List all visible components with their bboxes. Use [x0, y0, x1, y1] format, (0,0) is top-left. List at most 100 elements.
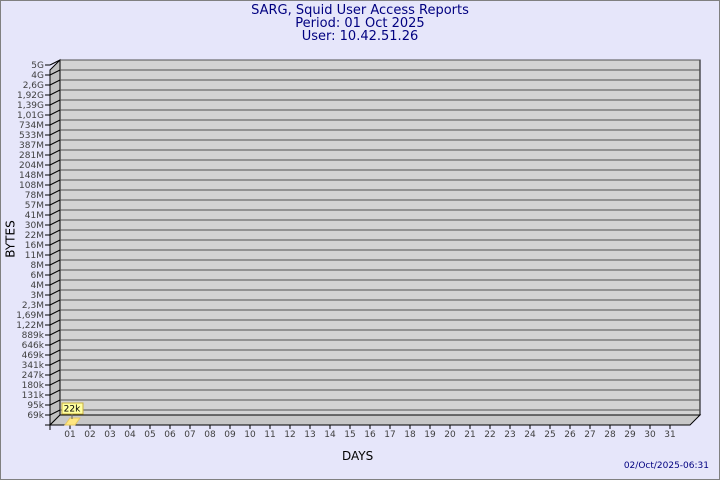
- x-axis-label: DAYS: [342, 449, 374, 463]
- y-tick-label: 1,92G: [17, 91, 44, 101]
- gridline-diagonal: [49, 269, 61, 276]
- gridline-diagonal: [49, 69, 61, 76]
- x-tick-label: 18: [404, 430, 416, 440]
- period-label: Period: 01 Oct 2025: [295, 16, 425, 31]
- y-tick-label: 469k: [22, 351, 45, 361]
- x-tick-label: 17: [384, 430, 395, 440]
- x-tick-label: 23: [504, 430, 515, 440]
- gridline-diagonal: [49, 389, 61, 396]
- x-tick-label: 07: [184, 430, 195, 440]
- data-label: 22k: [64, 405, 81, 415]
- y-tick-label: 889k: [22, 331, 45, 341]
- x-tick-label: 29: [624, 430, 636, 440]
- plot-back-wall: [59, 59, 701, 416]
- bar-day-01: [64, 417, 81, 426]
- y-tick-label: 341k: [22, 361, 45, 371]
- gridline-diagonal: [49, 169, 61, 176]
- x-tick-label: 10: [244, 430, 256, 440]
- y-tick-label: 387M: [19, 141, 44, 151]
- gridline-diagonal: [49, 339, 61, 346]
- y-tick-label: 69k: [27, 411, 44, 421]
- gridline-diagonal: [49, 89, 61, 96]
- x-tick-label: 16: [364, 430, 376, 440]
- gridline-diagonal: [49, 59, 61, 66]
- y-tick-label: 1,22M: [16, 321, 44, 331]
- gridline-diagonal: [49, 119, 61, 126]
- gridline-diagonal: [49, 239, 61, 246]
- gridline-diagonal: [49, 299, 61, 306]
- y-tick-label: 108M: [19, 181, 44, 191]
- y-tick-label: 4M: [31, 281, 45, 291]
- y-tick-label: 281M: [19, 151, 44, 161]
- y-tick-label: 148M: [19, 171, 44, 181]
- gridline-diagonal: [49, 139, 61, 146]
- chart-title: SARG, Squid User Access Reports: [251, 3, 469, 18]
- y-tick-label: 204M: [19, 161, 44, 171]
- gridline-diagonal: [49, 399, 61, 406]
- gridline-diagonal: [49, 209, 61, 216]
- gridline-diagonal: [49, 199, 61, 206]
- x-tick-label: 22: [484, 430, 495, 440]
- x-tick-label: 09: [224, 430, 236, 440]
- gridline-diagonal: [49, 329, 61, 336]
- x-tick-label: 04: [124, 430, 136, 440]
- x-tick-label: 15: [344, 430, 355, 440]
- gridline-diagonal: [49, 409, 61, 416]
- gridline-diagonal: [49, 179, 61, 186]
- y-tick-label: 646k: [22, 341, 45, 351]
- y-tick-label: 95k: [27, 401, 44, 411]
- x-tick-label: 03: [104, 430, 115, 440]
- x-tick-label: 14: [324, 430, 336, 440]
- x-tick-label: 26: [564, 430, 576, 440]
- y-tick-label: 8M: [31, 261, 45, 271]
- y-tick-label: 131k: [22, 391, 45, 401]
- y-tick-label: 2,6G: [23, 81, 44, 91]
- y-tick-label: 4G: [31, 71, 44, 81]
- x-tick-label: 24: [524, 430, 536, 440]
- y-tick-label: 1,69M: [16, 311, 44, 321]
- gridline-diagonal: [49, 149, 61, 156]
- x-tick-label: 01: [64, 430, 75, 440]
- y-tick-label: 2,3M: [22, 301, 44, 311]
- y-tick-label: 16M: [25, 241, 44, 251]
- gridline-diagonal: [49, 249, 61, 256]
- gridline-diagonal: [49, 309, 61, 316]
- x-tick-label: 28: [604, 430, 616, 440]
- plot-floor: [48, 414, 702, 426]
- x-tick-label: 12: [284, 430, 295, 440]
- y-tick-label: 1,39G: [17, 101, 44, 111]
- x-tick-label: 06: [164, 430, 176, 440]
- user-label: User: 10.42.51.26: [301, 29, 419, 44]
- gridline-diagonal: [49, 79, 61, 86]
- x-tick-label: 13: [304, 430, 315, 440]
- x-tick-label: 31: [664, 430, 675, 440]
- y-tick-label: 30M: [25, 221, 44, 231]
- y-tick-label: 180k: [22, 381, 45, 391]
- gridline-diagonal: [49, 109, 61, 116]
- gridline-diagonal: [49, 359, 61, 366]
- y-tick-label: 3M: [31, 291, 45, 301]
- y-tick-label: 57M: [25, 201, 44, 211]
- x-tick-label: 08: [204, 430, 216, 440]
- data-label-box: [61, 402, 84, 415]
- x-tick-label: 30: [644, 430, 656, 440]
- y-tick-label: 6M: [31, 271, 45, 281]
- y-tick-label: 22M: [25, 231, 44, 241]
- gridline-diagonal: [49, 229, 61, 236]
- x-tick-label: 19: [424, 430, 436, 440]
- gridline-diagonal: [49, 259, 61, 266]
- y-tick-label: 533M: [19, 131, 44, 141]
- gridline-diagonal: [49, 279, 61, 286]
- y-tick-label: 41M: [25, 211, 44, 221]
- y-tick-label: 11M: [25, 251, 44, 261]
- y-tick-label: 247k: [22, 371, 45, 381]
- gridline-diagonal: [49, 379, 61, 386]
- x-tick-label: 20: [444, 430, 456, 440]
- y-tick-label: 734M: [19, 121, 44, 131]
- y-tick-label: 5G: [31, 61, 44, 71]
- gridline-diagonal: [49, 289, 61, 296]
- gridline-diagonal: [49, 319, 61, 326]
- x-tick-label: 25: [544, 430, 555, 440]
- gridline-diagonal: [49, 129, 61, 136]
